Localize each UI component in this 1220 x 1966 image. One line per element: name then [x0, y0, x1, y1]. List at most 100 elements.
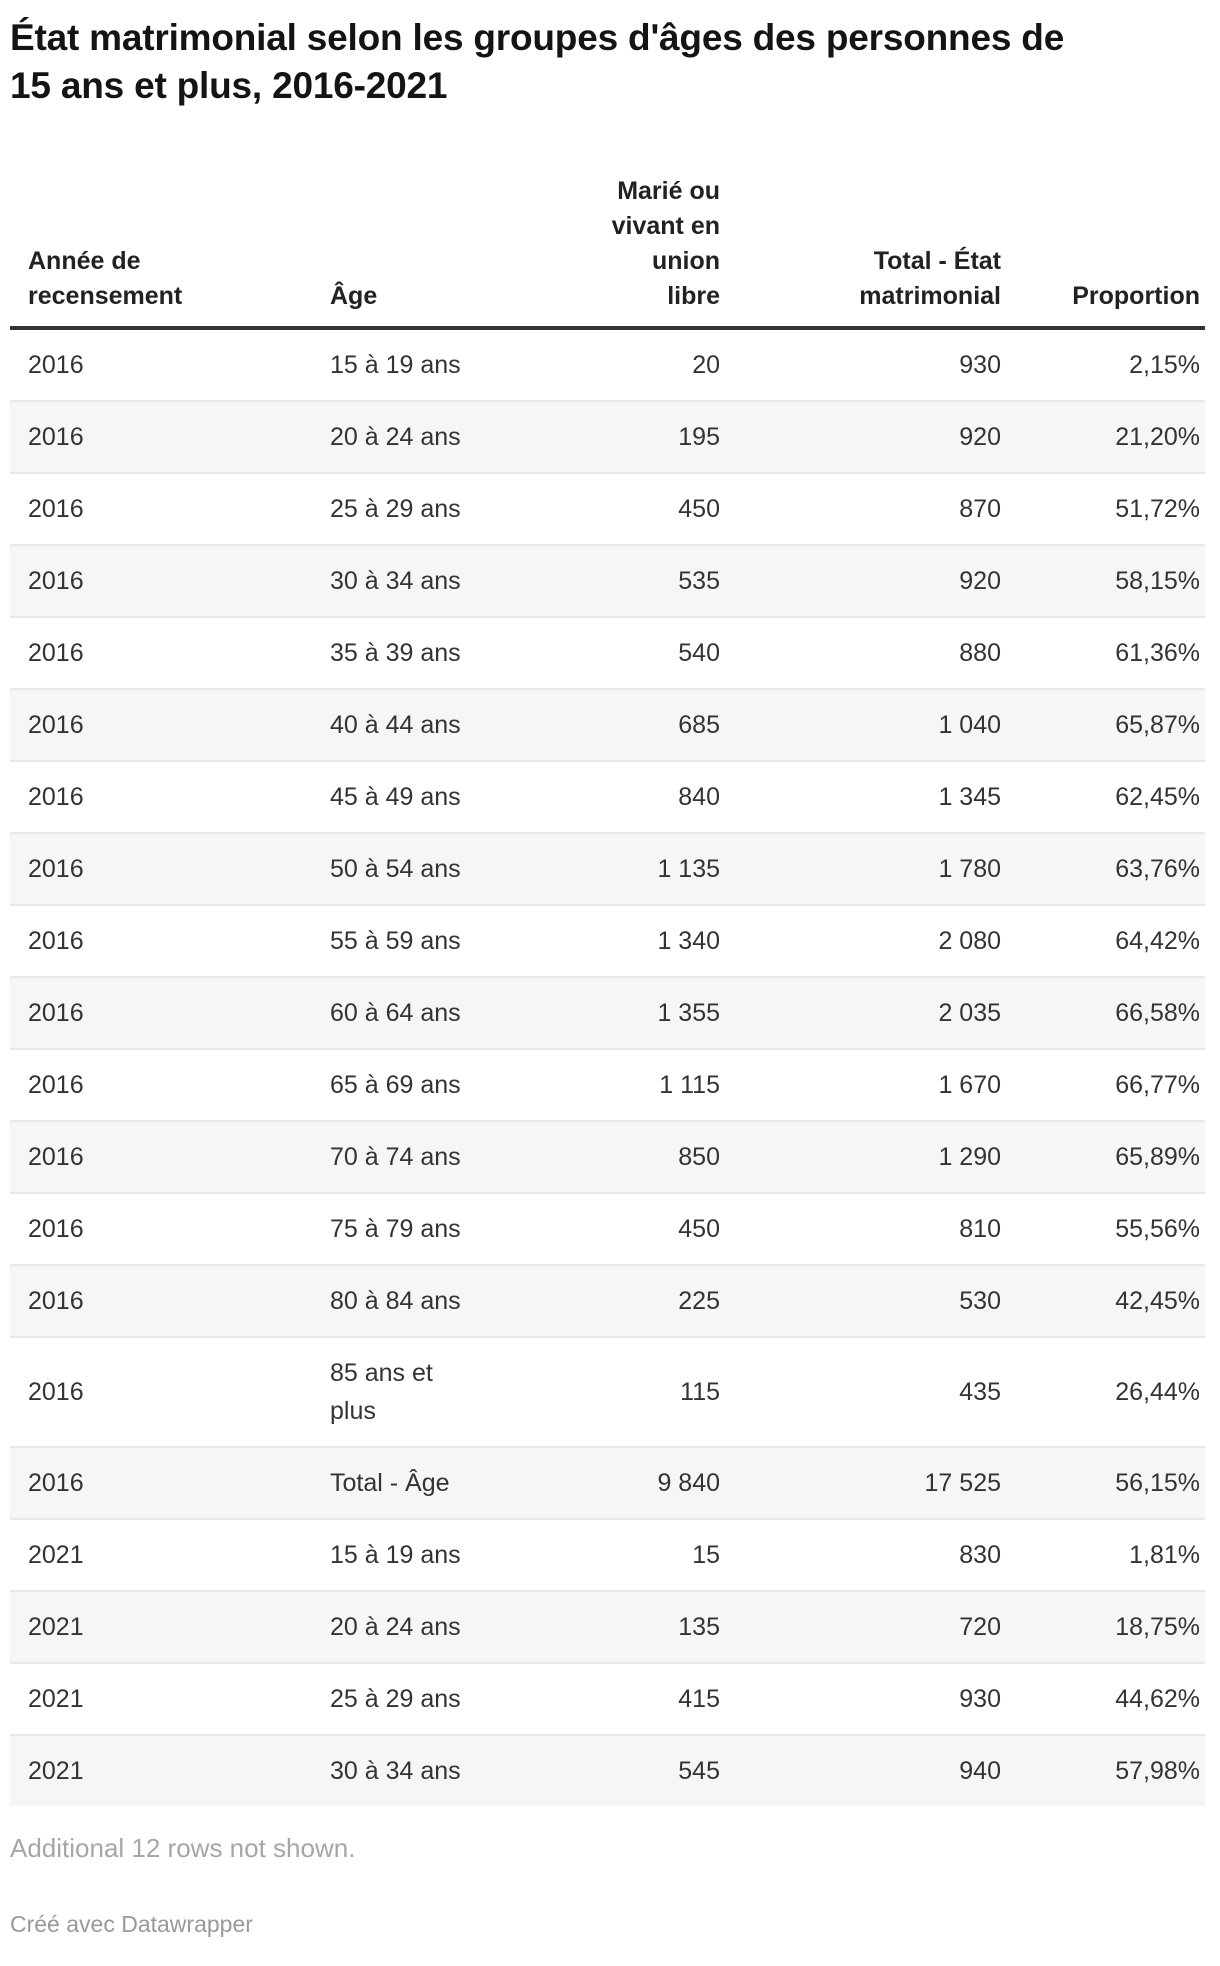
cell-proportion: 57,98% — [1010, 1734, 1205, 1806]
cell-age: 30 à 34 ans — [308, 1734, 600, 1806]
cell-marie: 115 — [600, 1336, 729, 1447]
cell-age: 15 à 19 ans — [308, 1518, 600, 1591]
cell-annee: 2021 — [10, 1734, 308, 1806]
cell-age: 60 à 64 ans — [308, 976, 600, 1049]
cell-total: 435 — [729, 1336, 1010, 1447]
cell-age: 45 à 49 ans — [308, 760, 600, 833]
cell-total: 2 080 — [729, 904, 1010, 977]
cell-age: 55 à 59 ans — [308, 904, 600, 977]
column-header-total-etat-matrimonial: Total - État matrimonial — [729, 174, 1010, 330]
cell-total: 530 — [729, 1264, 1010, 1337]
cell-annee: 2016 — [10, 832, 308, 905]
cell-total: 830 — [729, 1518, 1010, 1591]
cell-annee: 2016 — [10, 1446, 308, 1519]
table-row: 2016 35 à 39 ans 540 880 61,36% — [10, 616, 1205, 689]
table-body: 2016 15 à 19 ans 20 930 2,15% 2016 20 à 24 ans… — [10, 328, 1205, 1806]
table-row: 2016 Total - Âge 9 840 17 525 56,15% — [10, 1446, 1205, 1519]
cell-total: 930 — [729, 1662, 1010, 1735]
cell-annee: 2016 — [10, 1336, 308, 1447]
cell-annee: 2016 — [10, 1120, 308, 1193]
cell-marie: 450 — [600, 472, 729, 545]
cell-total: 870 — [729, 472, 1010, 545]
cell-total: 1 780 — [729, 832, 1010, 905]
cell-annee: 2016 — [10, 976, 308, 1049]
page-title: État matrimonial selon les groupes d'âge… — [10, 17, 1065, 106]
cell-annee: 2016 — [10, 1264, 308, 1337]
cell-marie: 1 340 — [600, 904, 729, 977]
cell-marie: 535 — [600, 544, 729, 617]
cell-age: 70 à 74 ans — [308, 1120, 600, 1193]
cell-marie: 1 115 — [600, 1048, 729, 1121]
cell-age: 30 à 34 ans — [308, 544, 600, 617]
cell-annee: 2021 — [10, 1518, 308, 1591]
cell-total: 2 035 — [729, 976, 1010, 1049]
cell-age: 25 à 29 ans — [308, 1662, 600, 1735]
column-header-annee-de-recensement: Année de recensement — [10, 174, 308, 330]
table-row: 2016 25 à 29 ans 450 870 51,72% — [10, 472, 1205, 545]
table-header: Année de recensement Âge Marié ou vivant… — [10, 174, 1205, 330]
cell-proportion: 66,77% — [1010, 1048, 1205, 1121]
cell-total: 880 — [729, 616, 1010, 689]
table-header-row: Année de recensement Âge Marié ou vivant… — [10, 174, 1205, 330]
cell-total: 1 040 — [729, 688, 1010, 761]
cell-total: 720 — [729, 1590, 1010, 1663]
cell-total: 17 525 — [729, 1446, 1010, 1519]
cell-marie: 15 — [600, 1518, 729, 1591]
cell-proportion: 44,62% — [1010, 1662, 1205, 1735]
cell-annee: 2016 — [28, 351, 84, 379]
cell-marie: 225 — [600, 1264, 729, 1337]
cell-age: 20 à 24 ans — [308, 1590, 600, 1663]
cell-marie: 1 135 — [600, 832, 729, 905]
cell-total: 920 — [729, 400, 1010, 473]
table-row: 2016 20 à 24 ans 195 920 21,20% — [10, 400, 1205, 473]
cell-proportion: 62,45% — [1010, 760, 1205, 833]
data-table: Année de recensement Âge Marié ou vivant… — [10, 174, 1205, 1806]
cell-annee: 2016 — [10, 400, 308, 473]
cell-proportion: 51,72% — [1010, 472, 1205, 545]
table-row: 2021 25 à 29 ans 415 930 44,62% — [10, 1662, 1205, 1735]
cell-annee: 2016 — [10, 472, 308, 545]
cell-proportion: 65,89% — [1010, 1120, 1205, 1193]
cell-total: 930 — [959, 351, 1001, 379]
table-row: 2016 55 à 59 ans 1 340 2 080 64,42% — [10, 904, 1205, 977]
cell-marie: 9 840 — [600, 1446, 729, 1519]
cell-proportion: 65,87% — [1010, 688, 1205, 761]
table-row: 2016 60 à 64 ans 1 355 2 035 66,58% — [10, 976, 1205, 1049]
cell-marie: 850 — [600, 1120, 729, 1193]
cell-annee: 2016 — [10, 544, 308, 617]
cell-total: 810 — [729, 1192, 1010, 1265]
cell-age: 50 à 54 ans — [308, 832, 600, 905]
table-row: 2016 85 ans et plus 115 435 26,44% — [10, 1336, 1205, 1447]
cell-annee: 2021 — [10, 1662, 308, 1735]
cell-marie: 135 — [600, 1590, 729, 1663]
table-row: 2016 50 à 54 ans 1 135 1 780 63,76% — [10, 832, 1205, 905]
cell-proportion: 66,58% — [1010, 976, 1205, 1049]
cell-proportion: 55,56% — [1010, 1192, 1205, 1265]
cell-marie: 840 — [600, 760, 729, 833]
cell-proportion: 61,36% — [1010, 616, 1205, 689]
cell-proportion: 56,15% — [1010, 1446, 1205, 1519]
cell-annee: 2016 — [10, 1048, 308, 1121]
table-row: 2016 40 à 44 ans 685 1 040 65,87% — [10, 688, 1205, 761]
cell-total: 940 — [729, 1734, 1010, 1806]
cell-total: 920 — [729, 544, 1010, 617]
cell-proportion: 58,15% — [1010, 544, 1205, 617]
cell-marie: 545 — [600, 1734, 729, 1806]
table-row: 2021 30 à 34 ans 545 940 57,98% — [10, 1734, 1205, 1806]
cell-age: 65 à 69 ans — [308, 1048, 600, 1121]
cell-age: 20 à 24 ans — [308, 400, 600, 473]
cell-marie: 20 — [692, 351, 720, 379]
cell-marie: 415 — [600, 1662, 729, 1735]
cell-proportion: 64,42% — [1010, 904, 1205, 977]
table-row: 2016 15 à 19 ans 20 930 2,15% — [10, 328, 1205, 401]
cell-marie: 685 — [600, 688, 729, 761]
cell-marie: 540 — [600, 616, 729, 689]
datawrapper-attribution-link[interactable]: Créé avec Datawrapper — [10, 1911, 253, 1937]
cell-marie: 1 355 — [600, 976, 729, 1049]
cell-proportion: 63,76% — [1010, 832, 1205, 905]
cell-marie: 450 — [600, 1192, 729, 1265]
cell-age: 35 à 39 ans — [308, 616, 600, 689]
cell-marie: 195 — [600, 400, 729, 473]
cell-proportion: 18,75% — [1010, 1590, 1205, 1663]
